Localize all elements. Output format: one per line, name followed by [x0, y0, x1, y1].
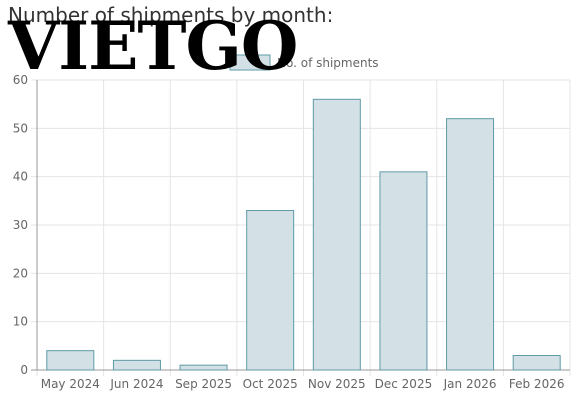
x-tick-label: Jan 2026 [443, 377, 497, 391]
bar[interactable] [179, 364, 228, 371]
x-tick-label: Feb 2026 [509, 377, 565, 391]
legend-swatch [229, 54, 271, 71]
x-tick-label: Oct 2025 [243, 377, 298, 391]
bars [46, 98, 561, 371]
bar[interactable] [312, 98, 361, 371]
y-tick-label: 0 [20, 363, 28, 377]
x-tick-label: Jun 2024 [109, 377, 163, 391]
y-tick-label: 50 [13, 121, 28, 135]
bar[interactable] [379, 171, 428, 371]
bar[interactable] [112, 359, 161, 371]
grid-lines [31, 79, 571, 376]
x-tick-label: May 2024 [41, 377, 100, 391]
bar[interactable] [46, 350, 95, 371]
x-tick-label: Nov 2025 [308, 377, 366, 391]
y-tick-label: 20 [13, 266, 28, 280]
legend[interactable]: No. of shipments [229, 54, 379, 71]
chart-title: Number of shipments by month: [8, 3, 334, 27]
bar[interactable] [512, 355, 561, 371]
bar[interactable] [446, 118, 495, 371]
y-tick-label: 30 [13, 218, 28, 232]
bar[interactable] [246, 210, 295, 371]
x-tick-label: Sep 2025 [175, 377, 232, 391]
y-tick-label: 10 [13, 315, 28, 329]
y-axis-ticks: 0 10 20 30 40 50 60 [13, 73, 28, 377]
logo-watermark: VIETGO [8, 7, 298, 85]
x-axis-ticks: May 2024 Jun 2024 Sep 2025 Oct 2025 Nov 2025… [41, 377, 565, 391]
legend-label: No. of shipments [277, 56, 379, 70]
y-tick-label: 40 [13, 170, 28, 184]
x-tick-label: Dec 2025 [375, 377, 433, 391]
y-tick-label: 60 [13, 73, 28, 87]
